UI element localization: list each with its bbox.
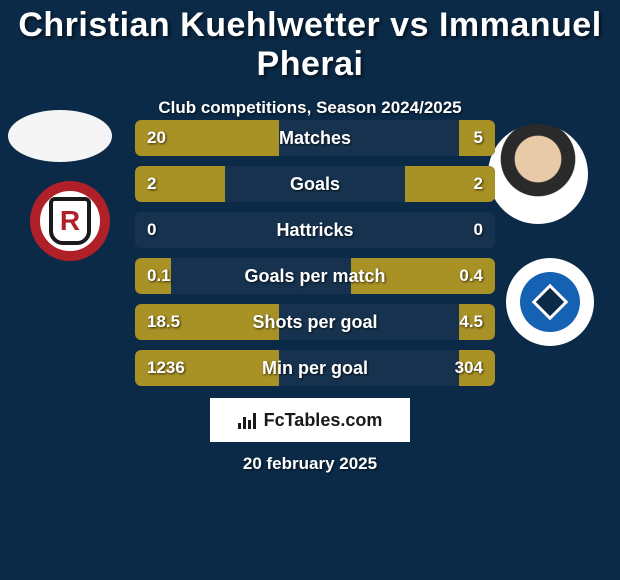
stat-label: Goals — [135, 166, 495, 202]
stats-area: 205Matches 22Goals 00Hattricks 0.10.4Goals … — [135, 120, 495, 396]
stat-row: 18.54.5Shots per goal — [135, 304, 495, 340]
club-right-logo — [500, 258, 600, 346]
player-left-avatar — [8, 110, 112, 162]
stat-row: 205Matches — [135, 120, 495, 156]
player-right-avatar — [488, 124, 588, 224]
club-left-logo: R — [20, 178, 120, 264]
branding-text: FcTables.com — [264, 410, 383, 431]
stat-row: 0.10.4Goals per match — [135, 258, 495, 294]
stat-row: 22Goals — [135, 166, 495, 202]
stat-label: Hattricks — [135, 212, 495, 248]
page-title: Christian Kuehlwetter vs Immanuel Pherai — [0, 0, 620, 84]
stat-label: Goals per match — [135, 258, 495, 294]
stat-label: Shots per goal — [135, 304, 495, 340]
club-left-letter: R — [49, 197, 91, 245]
stat-row: 00Hattricks — [135, 212, 495, 248]
stat-label: Matches — [135, 120, 495, 156]
chart-icon — [238, 411, 258, 429]
stat-label: Min per goal — [135, 350, 495, 386]
branding-badge: FcTables.com — [210, 398, 410, 442]
date-line: 20 february 2025 — [0, 454, 620, 474]
stat-row: 1236304Min per goal — [135, 350, 495, 386]
